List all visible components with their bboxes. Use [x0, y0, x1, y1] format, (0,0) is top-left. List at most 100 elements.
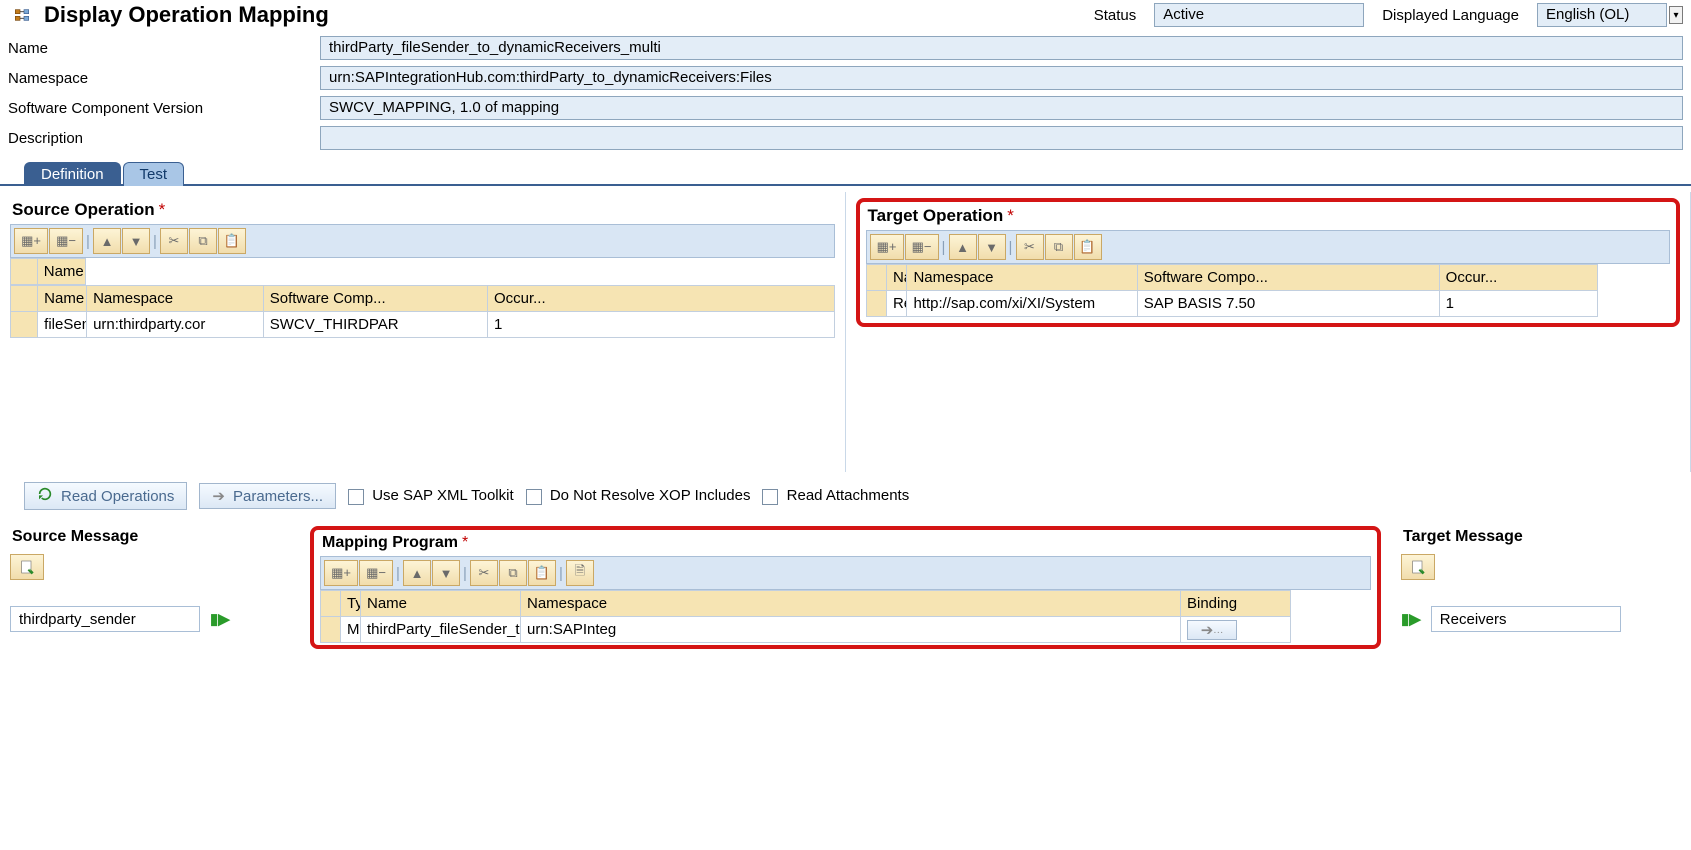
- source-col-occur[interactable]: Occur...: [487, 286, 834, 312]
- language-value: English (OL): [1537, 3, 1667, 27]
- arrow-right-icon: ➔: [212, 487, 225, 505]
- cut-icon[interactable]: ✂: [1016, 234, 1044, 260]
- parameters-button[interactable]: ➔ Parameters...: [199, 483, 336, 509]
- copy-icon[interactable]: ⧉: [1045, 234, 1073, 260]
- source-row-name[interactable]: fileSender_Ou: [38, 312, 87, 338]
- mapping-col-namespace[interactable]: Namespace: [521, 591, 1181, 617]
- source-op-table: Name Name: [10, 258, 835, 285]
- checkbox-icon: [348, 489, 364, 505]
- source-row-selector[interactable]: [11, 312, 38, 338]
- swcv-label: Software Component Version: [8, 100, 308, 117]
- target-row-selector[interactable]: [866, 291, 886, 317]
- paste-icon[interactable]: 📋: [528, 560, 556, 586]
- cut-icon[interactable]: ✂: [470, 560, 498, 586]
- arrow-right-icon: ➔···: [1201, 621, 1224, 639]
- target-row-name[interactable]: ReceiverDetermination: [886, 291, 906, 317]
- source-col-name[interactable]: Name: [38, 286, 87, 312]
- do-not-resolve-checkbox[interactable]: Do Not Resolve XOP Includes: [526, 487, 751, 504]
- name-field: thirdParty_fileSender_to_dynamicReceiver…: [320, 36, 1683, 60]
- insert-row-icon[interactable]: ▦+: [870, 234, 904, 260]
- read-operations-button[interactable]: Read Operations: [24, 482, 187, 510]
- target-message-value[interactable]: Receivers: [1431, 606, 1621, 632]
- source-col-namespace[interactable]: Namespace: [87, 286, 264, 312]
- mapping-col-name[interactable]: Name: [361, 591, 521, 617]
- navigate-icon[interactable]: [10, 554, 44, 580]
- read-attachments-checkbox[interactable]: Read Attachments: [762, 487, 909, 504]
- binding-button[interactable]: ➔···: [1187, 620, 1237, 640]
- move-up-icon[interactable]: ▲: [949, 234, 977, 260]
- language-dropdown-icon[interactable]: ▾: [1669, 6, 1683, 24]
- target-row-namespace[interactable]: http://sap.com/xi/XI/System: [907, 291, 1137, 317]
- paste-icon[interactable]: 📋: [1074, 234, 1102, 260]
- move-down-icon[interactable]: ▼: [122, 228, 150, 254]
- mapping-row-type[interactable]: Message Mapp...: [341, 617, 361, 643]
- name-label: Name: [8, 40, 308, 57]
- mapping-col-type[interactable]: Type: [341, 591, 361, 617]
- source-col-swc[interactable]: Software Comp...: [263, 286, 487, 312]
- mapping-row-binding[interactable]: ➔···: [1181, 617, 1291, 643]
- target-col-occur[interactable]: Occur...: [1439, 265, 1598, 291]
- source-row-namespace[interactable]: urn:thirdparty.cor: [87, 312, 264, 338]
- table-row[interactable]: fileSender_Ou urn:thirdparty.cor SWCV_TH…: [11, 312, 835, 338]
- insert-row-icon[interactable]: ▦+: [324, 560, 358, 586]
- checkbox-icon: [762, 489, 778, 505]
- delete-row-icon[interactable]: ▦−: [905, 234, 939, 260]
- read-operations-label: Read Operations: [61, 488, 174, 505]
- mapping-rowsel-header[interactable]: [321, 591, 341, 617]
- tab-test[interactable]: Test: [123, 162, 185, 186]
- desc-field: [320, 126, 1683, 150]
- target-rowsel-header[interactable]: [866, 265, 886, 291]
- namespace-field: urn:SAPIntegrationHub.com:thirdParty_to_…: [320, 66, 1683, 90]
- insert-row-icon[interactable]: ▦+: [14, 228, 48, 254]
- target-operation-title: Target Operation: [868, 206, 1004, 225]
- mapping-row-name[interactable]: thirdParty_fileSender_to_dynamicReceiver…: [361, 617, 521, 643]
- arrow-right-green-icon: ▮▶: [1401, 610, 1421, 628]
- target-col-swc[interactable]: Software Compo...: [1137, 265, 1439, 291]
- source-rowsel-header[interactable]: [11, 286, 38, 312]
- use-xml-toolkit-checkbox[interactable]: Use SAP XML Toolkit: [348, 487, 514, 504]
- copy-icon[interactable]: ⧉: [499, 560, 527, 586]
- source-row-occur[interactable]: 1: [487, 312, 834, 338]
- page-title: Display Operation Mapping: [44, 2, 329, 28]
- delete-row-icon[interactable]: ▦−: [359, 560, 393, 586]
- mapping-toolbar: ▦+ ▦− | ▲ ▼ | ✂ ⧉ 📋 | 🗎: [320, 556, 1371, 590]
- navigate-icon[interactable]: [1401, 554, 1435, 580]
- move-up-icon[interactable]: ▲: [403, 560, 431, 586]
- source-message-panel: Source Message thirdparty_sender ▮▶: [0, 520, 300, 655]
- target-col-namespace[interactable]: Namespace: [907, 265, 1137, 291]
- col-name: Name: [37, 259, 85, 285]
- table-row[interactable]: ReceiverDetermination http://sap.com/xi/…: [866, 291, 1670, 317]
- desc-label: Description: [8, 130, 308, 147]
- target-message-title: Target Message: [1403, 528, 1523, 545]
- mapping-col-binding[interactable]: Binding: [1181, 591, 1291, 617]
- paste-icon[interactable]: 📋: [218, 228, 246, 254]
- source-row-swc[interactable]: SWCV_THIRDPAR: [263, 312, 487, 338]
- tab-definition[interactable]: Definition: [24, 162, 121, 186]
- target-row-occur[interactable]: 1: [1439, 291, 1598, 317]
- target-op-table: Name Namespace Software Compo... Occur..…: [866, 264, 1671, 317]
- mapping-row-namespace[interactable]: urn:SAPInteg: [521, 617, 1181, 643]
- source-message-value[interactable]: thirdparty_sender: [10, 606, 200, 632]
- read-attachments-label: Read Attachments: [787, 487, 910, 504]
- target-message-panel: Target Message ▮▶ Receivers: [1391, 520, 1691, 655]
- source-message-title: Source Message: [12, 528, 138, 545]
- copy-icon[interactable]: ⧉: [189, 228, 217, 254]
- mapping-row-selector[interactable]: [321, 617, 341, 643]
- table-row[interactable]: Message Mapp... thirdParty_fileSender_to…: [321, 617, 1371, 643]
- source-op-toolbar: ▦+ ▦− | ▲ ▼ | ✂ ⧉ 📋: [10, 224, 835, 258]
- language-label: Displayed Language: [1382, 7, 1519, 24]
- mapping-program-table: Type Name Namespace Binding Message Mapp…: [320, 590, 1371, 643]
- do-not-resolve-label: Do Not Resolve XOP Includes: [550, 487, 751, 504]
- document-icon[interactable]: 🗎: [566, 560, 594, 586]
- source-operation-title: Source Operation: [12, 200, 155, 219]
- move-down-icon[interactable]: ▼: [978, 234, 1006, 260]
- mapping-program-panel: Mapping Program* ▦+ ▦− | ▲ ▼ | ✂ ⧉ 📋 | 🗎: [300, 520, 1391, 655]
- delete-row-icon[interactable]: ▦−: [49, 228, 83, 254]
- target-row-swc[interactable]: SAP BASIS 7.50: [1137, 291, 1439, 317]
- cut-icon[interactable]: ✂: [160, 228, 188, 254]
- target-col-name[interactable]: Name: [886, 265, 906, 291]
- use-xml-toolkit-label: Use SAP XML Toolkit: [372, 487, 513, 504]
- status-label: Status: [1094, 7, 1137, 24]
- move-up-icon[interactable]: ▲: [93, 228, 121, 254]
- move-down-icon[interactable]: ▼: [432, 560, 460, 586]
